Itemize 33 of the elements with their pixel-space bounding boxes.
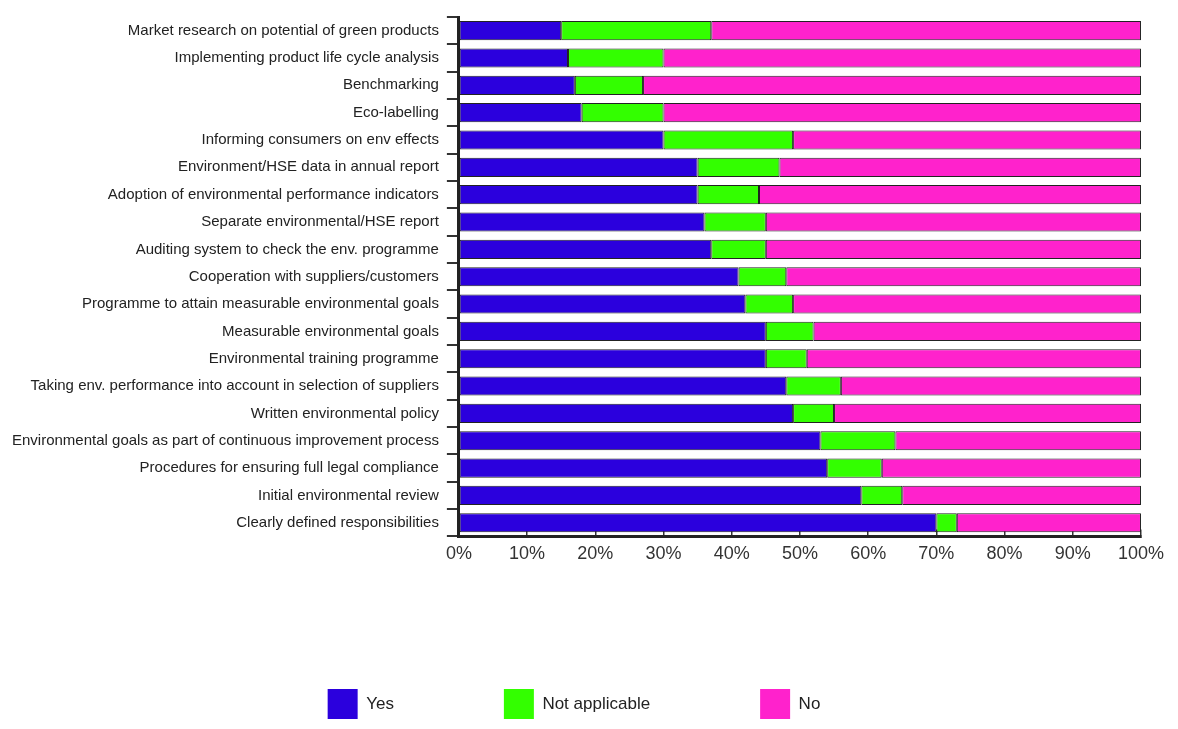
y-tick-label: Environmental training programme	[208, 348, 439, 366]
y-tick-label: Measurable environmental goals	[222, 321, 439, 339]
y-tick-label: Implementing product life cycle analysis	[174, 48, 439, 66]
y-tick-label: Separate environmental/HSE report	[201, 212, 440, 230]
x-tick-label: 70%	[918, 543, 955, 564]
y-tick-label: Adoption of environmental performance indicators	[107, 184, 439, 202]
legend-label: Not applicable	[542, 693, 651, 713]
y-tick-label: Procedures for ensuring full legal compliance	[139, 458, 439, 476]
x-tick-label: 50%	[781, 543, 818, 564]
y-tick-label: Benchmarking	[342, 75, 439, 93]
y-tick-label: Auditing system to check the env. programme	[135, 239, 439, 257]
x-tick-label: 0%	[445, 543, 472, 564]
y-tick-label: Eco-labelling	[352, 102, 439, 120]
y-tick-label: Market research on potential of green products	[127, 20, 439, 38]
legend-label: Yes	[366, 693, 394, 713]
x-tick-label: 60%	[850, 543, 887, 564]
y-tick-label: Taking env. performance into account in selection of suppliers	[30, 376, 439, 394]
y-tick-label: Environment/HSE data in annual report	[177, 157, 440, 175]
x-tick-label: 100%	[1117, 543, 1164, 564]
x-tick-label: 80%	[986, 543, 1023, 564]
y-tick-label: Programme to attain measurable environmental goals	[82, 294, 439, 312]
x-tick-label: 40%	[713, 543, 750, 564]
y-tick-label: Environmental goals as part of continuous improvement process	[11, 430, 439, 448]
y-tick-label: Cooperation with suppliers/customers	[188, 266, 439, 284]
y-tick-label: Clearly defined responsibilities	[236, 512, 439, 530]
y-tick-label: Initial environmental review	[257, 485, 440, 503]
x-tick-label: 90%	[1054, 543, 1091, 564]
y-tick-label: Informing consumers on env effects	[201, 130, 439, 148]
x-tick-label: 30%	[645, 543, 682, 564]
y-tick-label: Written environmental policy	[250, 403, 440, 421]
legend-label: No	[798, 693, 821, 713]
x-tick-label: 10%	[509, 543, 546, 564]
x-tick-label: 20%	[577, 543, 614, 564]
